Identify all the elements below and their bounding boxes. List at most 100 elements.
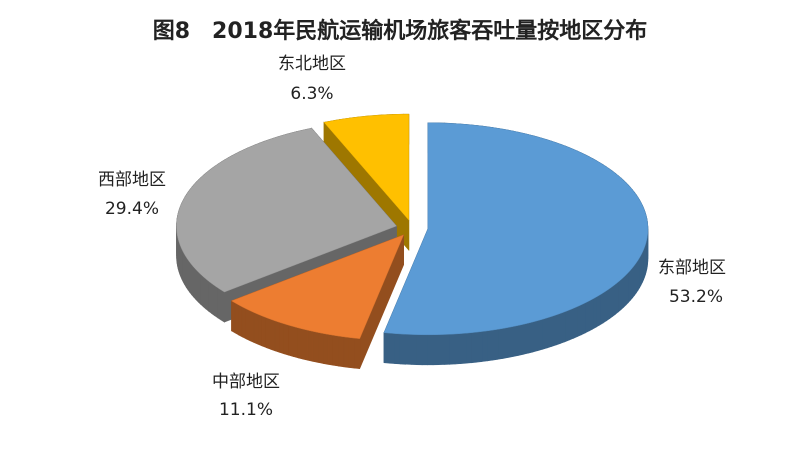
slice-side [568,307,574,341]
slice-top [323,113,410,221]
slice-side [211,282,215,317]
slice-side [231,300,236,334]
slice-side [532,320,538,353]
slice-side [317,332,324,364]
slice-side [537,318,543,352]
slice-side [261,315,267,349]
slice-side [202,275,207,310]
slice-side [416,334,423,366]
slice-side [297,327,304,360]
slice [230,234,405,370]
slice-side [312,331,319,363]
slice-side [432,334,439,366]
slice-side [527,321,534,354]
slice-side [625,271,629,306]
slice-side [302,328,309,361]
slice-side [307,329,314,362]
slice-label: 西部地区 [98,170,166,190]
slice-side [612,283,616,318]
slice-side [615,281,619,315]
slice-side [193,266,197,301]
slice-side [405,333,412,365]
slice-side [214,285,219,319]
slice-side [517,323,524,356]
slice-side [564,309,570,343]
slice [323,113,410,251]
slice-side [481,330,488,362]
slice-side [595,294,601,328]
slice-side [502,327,509,359]
slice-side [427,334,434,366]
slice-side [470,331,477,364]
slice-side [348,337,355,369]
slice-side [245,308,251,342]
slice-side [460,332,467,364]
slice-side [555,312,561,346]
slice-side [606,288,610,322]
slice-side [592,296,597,330]
slice-side [522,322,529,355]
slice-side [200,273,204,308]
slice-side [602,290,607,324]
slice-side [630,266,633,301]
slice-side [241,306,247,340]
slice-side [197,271,201,305]
slice-side [205,278,209,312]
slice-side [449,333,456,365]
slice-side [354,337,361,370]
slice-side [332,334,339,367]
slice-side [249,310,255,343]
slice-top [176,127,397,293]
slice-side [584,300,590,334]
slice-side [389,332,396,364]
slice-side [476,331,483,363]
slice-side [288,324,294,357]
slice-side [560,311,566,344]
value-label: 53.2% [669,287,723,307]
slice-side [274,320,280,353]
chart-title: 图8 2018年民航运输机场旅客吞吐量按地区分布 [153,18,648,44]
slice-side [410,334,417,365]
slice-side [577,304,582,338]
slice-side [279,321,285,355]
slice-side [551,314,557,347]
slice-side [265,317,271,350]
slice-side [492,328,499,361]
value-label: 11.1% [219,400,273,420]
slice-side [322,333,329,365]
slice-side [465,332,472,364]
slice-side [293,326,299,359]
slice-side [618,278,622,313]
slice-label: 东北地区 [278,54,346,74]
slice-side [208,280,212,315]
slice [383,122,649,366]
value-label: 29.4% [105,199,159,219]
slice-side [454,333,461,365]
slice-side [338,335,345,368]
slice-side [270,318,276,352]
slice-side [620,276,624,311]
slice-side [628,269,631,304]
slice-side [195,268,199,303]
slice-label: 中部地区 [212,372,280,392]
slice-side [220,289,225,323]
slice-side [253,311,259,345]
slice-side [512,325,519,357]
slice-side [283,323,289,356]
slice-side [542,317,548,350]
slice-side [599,292,604,326]
slice-side [238,304,243,338]
slice-side [327,334,334,366]
slice-side [438,334,445,365]
slice-side [191,263,194,298]
slice-side [572,306,578,339]
slice-side [421,334,428,366]
slice-side [217,287,222,321]
slice-side [443,333,450,365]
slice-side [497,328,504,360]
slice-side [394,333,401,365]
slice-side [581,302,586,336]
slice-side [234,302,239,336]
slice-top [230,234,405,339]
